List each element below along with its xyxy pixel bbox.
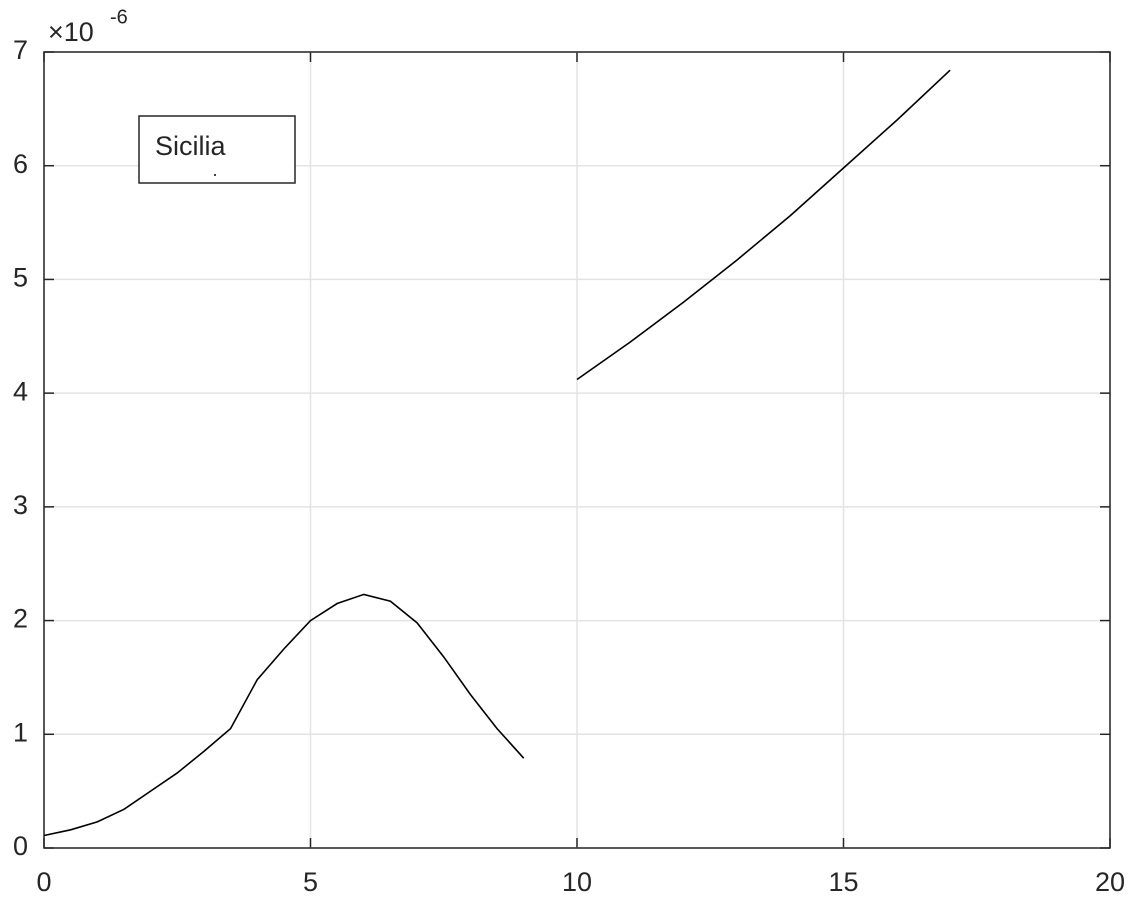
y-tick-label: 3 <box>13 490 28 520</box>
x-tick-label: 20 <box>1095 867 1125 897</box>
y-tick-label: 0 <box>13 831 28 861</box>
x-tick-label: 15 <box>828 867 858 897</box>
y-tick-label: 6 <box>13 149 28 179</box>
x-tick-label: 0 <box>36 867 51 897</box>
y-tick-label: 5 <box>13 263 28 293</box>
y-tick-label: 1 <box>13 717 28 747</box>
y-tick-label: 4 <box>13 376 28 406</box>
legend-label: Sicilia <box>155 131 227 161</box>
y-tick-label: 7 <box>13 35 28 65</box>
y-exponent: -6 <box>110 6 128 28</box>
plot-frame <box>43 51 1111 849</box>
y-tick-label: 2 <box>13 604 28 634</box>
legend-box <box>138 115 296 184</box>
x-tick-label: 10 <box>562 867 592 897</box>
x-tick-label: 5 <box>303 867 318 897</box>
line-series <box>43 69 951 837</box>
y-multiplier: ×10 <box>48 17 94 47</box>
